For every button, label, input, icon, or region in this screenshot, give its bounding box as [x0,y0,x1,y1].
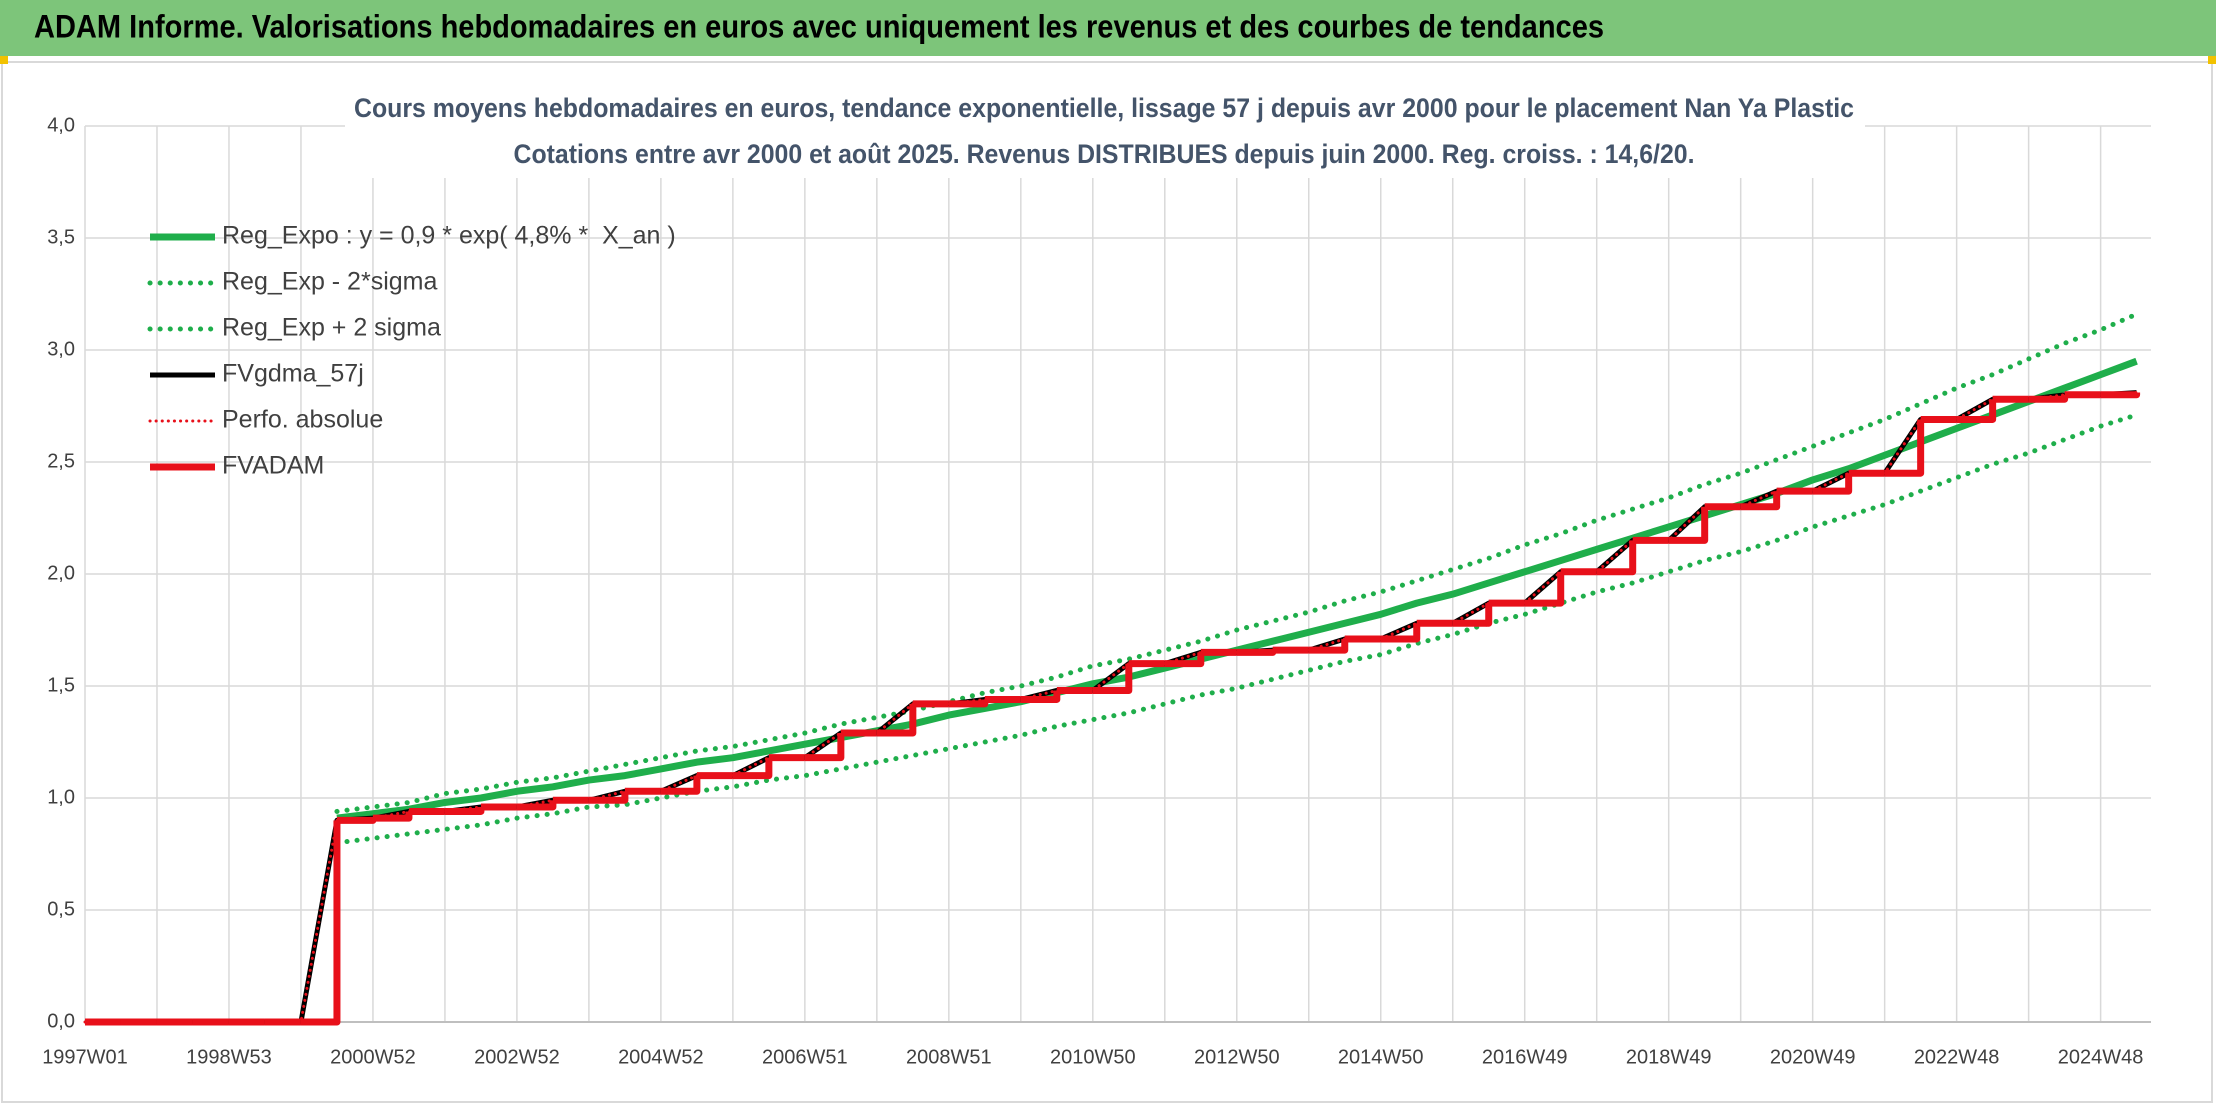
line-step [372,811,413,822]
line-step [1956,399,1997,423]
line-step [588,791,629,804]
line-step [876,703,917,737]
legend-label: Perfo. absolue [222,406,383,434]
line-step [1092,663,1133,694]
line-step [1452,603,1493,627]
line-series [334,412,2140,846]
legend-label: FVADAM [222,452,324,480]
line-step [300,820,341,1026]
chart-subtitle: Cotations entre avr 2000 et août 2025. R… [514,139,1695,169]
x-tick-label: 2020W49 [1770,1046,1856,1068]
line-step [1236,648,1277,656]
x-tick-label: 2000W52 [330,1046,416,1068]
y-tick-label: 0,0 [47,1010,75,1032]
line-step [1020,690,1061,703]
line-step [2100,391,2141,399]
y-tick-label: 1,0 [47,786,75,808]
x-tick-label: 2018W49 [1626,1046,1712,1068]
x-tick-label: 2022W48 [1914,1046,2000,1068]
y-tick-label: 3,0 [47,338,75,360]
x-tick-label: 2012W50 [1194,1046,1280,1068]
y-tick-label: 4,0 [47,114,75,136]
line-step [732,757,773,780]
header-title: ADAM Informe. Valorisations hebdomadaire… [34,8,1604,44]
x-tick-label: 2004W52 [618,1046,704,1068]
legend-label: Reg_Exp - 2*sigma [222,268,437,296]
x-tick-label: 2008W51 [906,1046,992,1068]
legend-label: Reg_Expo : y = 0,9 * exp( 4,8% * X_an ) [222,222,676,250]
line-step [1884,419,1925,477]
chart-frame [1,61,2213,1103]
x-tick-label: 1997W01 [42,1046,128,1068]
line-step [1740,491,1781,511]
line-step [1812,473,1853,495]
line-step [1164,652,1205,668]
line-step [336,816,377,824]
line-series [334,311,2140,814]
y-tick-label: 3,5 [47,226,75,248]
y-tick-label: 1,5 [47,674,75,696]
x-tick-label: 2014W50 [1338,1046,1424,1068]
line-step [1524,571,1565,607]
x-tick-label: 1998W53 [186,1046,272,1068]
line-step [1380,623,1421,643]
line-step [444,806,485,815]
line-step [1308,638,1349,654]
header-bar [0,0,2216,56]
x-tick-label: 2010W50 [1050,1046,1136,1068]
line-step [1596,540,1637,576]
legend-label: FVgdma_57j [222,360,364,388]
chart-title: Cours moyens hebdomadaires en euros, ten… [354,93,1854,123]
x-tick-label: 2002W52 [474,1046,560,1068]
x-tick-label: 2024W48 [2058,1046,2144,1068]
corner [0,56,8,64]
corner [2208,56,2216,64]
y-tick-label: 0,5 [47,898,75,920]
line-step [804,733,845,762]
legend-label: Reg_Exp + 2 sigma [222,314,441,342]
y-tick-label: 2,5 [47,450,75,472]
x-tick-label: 2016W49 [1482,1046,1568,1068]
y-tick-label: 2,0 [47,562,75,584]
x-tick-label: 2006W51 [762,1046,848,1068]
line-step [1668,506,1709,544]
title-background [345,88,1865,178]
line-step [660,775,701,795]
line-step [516,800,557,811]
